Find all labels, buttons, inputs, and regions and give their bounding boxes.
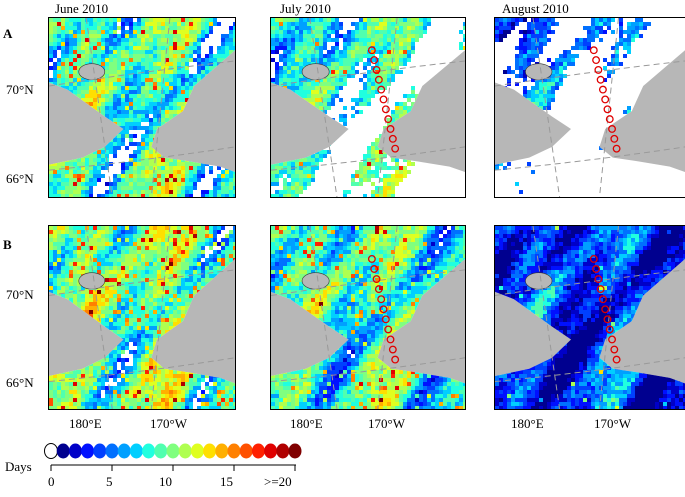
map-graphic [495,226,685,409]
colorbar-title: Days [5,460,32,473]
lon-label-180e-august: 180°E [511,417,544,430]
colorbar-swatch [118,444,131,459]
colorbar-swatch [203,444,216,459]
map-graphic [49,226,235,409]
lon-label-170w-june: 170°W [150,417,187,430]
lat-label-66n-row-a: 66°N [6,172,34,185]
lon-label-170w-july: 170°W [368,417,405,430]
colorbar-swatch [57,444,70,459]
colorbar-tick-0: 0 [48,475,55,488]
colorbar-swatch [142,444,155,459]
island [302,64,329,80]
station-marker [613,356,620,363]
colorbar-swatch [191,444,204,459]
colorbar-swatch [45,444,58,459]
colorbar-swatch [289,444,302,459]
colorbar-swatch [106,444,119,459]
colorbar-swatch [167,444,180,459]
map-panel-a-august [494,17,685,198]
station-marker [390,346,397,353]
station-marker [392,145,399,152]
colorbar-swatch [93,444,106,459]
island [525,64,552,80]
column-title-june: June 2010 [55,2,108,15]
colorbar-swatch [264,444,277,459]
colorbar-ticks [51,465,295,471]
lat-label-66n-row-b: 66°N [6,376,34,389]
island [302,273,329,289]
column-title-august: August 2010 [502,2,569,15]
colorbar-swatch [69,444,82,459]
map-panel-b-june [48,225,236,410]
ice-days-field [495,226,685,409]
colorbar-tick-5: 5 [106,475,113,488]
station-marker [611,136,618,143]
map-graphic [271,18,465,197]
lat-label-70n-row-b: 70°N [6,288,34,301]
station-marker [390,136,397,143]
colorbar-tick-10: 10 [159,475,172,488]
colorbar-swatch [130,444,143,459]
colorbar-tick-20: >=20 [264,475,292,488]
lon-label-180e-july: 180°E [290,417,323,430]
colorbar-swatch [252,444,265,459]
colorbar-swatch [154,444,167,459]
station-marker [611,346,618,353]
colorbar-swatch [81,444,94,459]
station-marker [609,126,616,133]
row-label-b: B [3,238,12,251]
colorbar-swatch [240,444,253,459]
station-marker [387,336,394,343]
colorbar-swatch [276,444,289,459]
island [79,64,105,80]
station-marker [613,145,620,152]
colorbar-swatch [179,444,192,459]
map-panel-b-july [270,225,466,410]
row-label-a: A [3,27,12,40]
map-panel-b-august [494,225,685,410]
lat-label-70n-row-a: 70°N [6,83,34,96]
map-graphic [49,18,235,197]
colorbar-legend: Days 0 5 10 15 >=20 [0,440,330,492]
station-marker [609,336,616,343]
map-graphic [271,226,465,409]
column-title-july: July 2010 [280,2,331,15]
island [525,273,552,289]
colorbar-swatches [45,444,302,459]
lon-label-180e-june: 180°E [69,417,102,430]
map-panel-a-july [270,17,466,198]
colorbar-swatch [228,444,241,459]
colorbar-tick-15: 15 [220,475,233,488]
island [79,273,105,289]
station-marker [392,356,399,363]
lon-label-170w-august: 170°W [594,417,631,430]
station-marker [387,126,394,133]
map-panel-a-june [48,17,236,198]
map-graphic [495,18,685,197]
colorbar-swatch [215,444,228,459]
